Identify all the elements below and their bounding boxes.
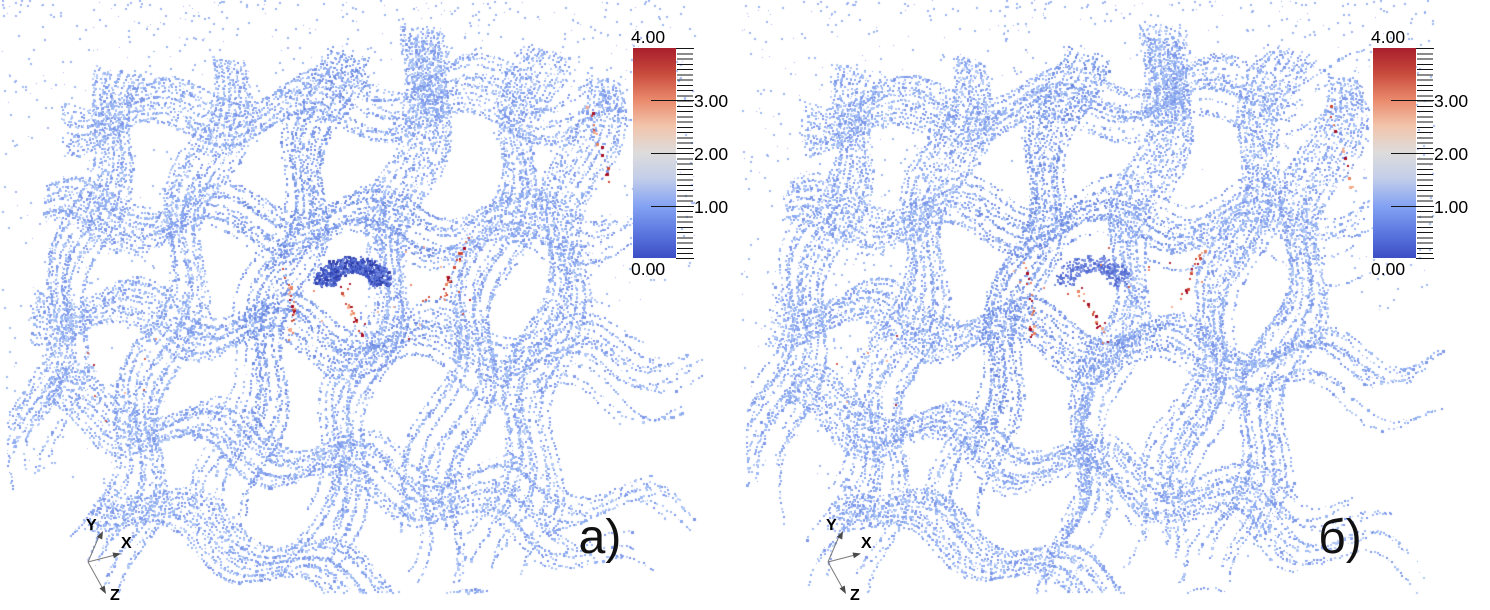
orientation-axes-b: Y X Z [826,517,872,604]
y-axis-arrow-icon [96,531,103,540]
y-axis-arrow-icon [836,531,843,540]
colorbar-tick-line [1391,206,1434,207]
colorbar-tick-label: 2.00 [694,144,729,164]
z-axis-arrow-icon [99,585,106,594]
colorbar-tick-line [651,100,694,101]
colorbar-tick-line [1391,100,1434,101]
orientation-axes-a: Y X Z [86,517,132,604]
colorbar-tick-line [1391,153,1434,154]
colorbar-b: 4.00 3.00 2.00 1.00 0.00 [1370,26,1490,288]
colorbar-tick-line [651,206,694,207]
colorbar-tick-line [676,258,694,259]
colorbar-max-label: 4.00 [631,27,666,47]
colorbar-tick-line [1416,258,1434,259]
point-cloud-b [740,0,1490,610]
x-axis-line [87,554,118,563]
x-axis-line [827,554,858,563]
z-axis-label: Z [850,587,860,604]
colorbar-min-label: 0.00 [1371,259,1406,279]
subfigure-label-a: а) [578,511,622,564]
colorbar-min-label: 0.00 [631,259,666,279]
colorbar-tick-label: 1.00 [1434,197,1469,217]
subfigure-label-b: б) [1318,511,1362,564]
z-axis-label: Z [110,587,120,604]
colorbar-tick-line [1416,48,1434,49]
subfigure-b: Y X Z 4.00 3.00 2.00 1.00 0.00 б) [740,0,1490,610]
y-axis-label: Y [826,517,837,534]
y-axis-label: Y [86,517,97,534]
colorbar-tick-line [676,48,694,49]
z-axis-line [87,561,104,590]
x-axis-label: X [121,535,132,552]
colorbar-max-label: 4.00 [1371,27,1406,47]
point-cloud-a [0,0,750,610]
colorbar-tick-line [651,153,694,154]
y-axis-line [87,533,101,563]
colorbar-tick-label: 1.00 [694,197,729,217]
colorbar-a: 4.00 3.00 2.00 1.00 0.00 [630,26,750,288]
x-axis-arrow-icon [852,552,861,559]
x-axis-arrow-icon [112,552,121,559]
x-axis-label: X [861,535,872,552]
colorbar-tick-label: 3.00 [1434,91,1469,111]
y-axis-line [827,533,841,563]
colorbar-tick-label: 2.00 [1434,144,1469,164]
z-axis-line [827,561,844,590]
z-axis-arrow-icon [839,585,846,594]
subfigure-a: Y X Z 4.00 3.00 2.00 1.00 0.00 а) [0,0,750,610]
colorbar-tick-label: 3.00 [694,91,729,111]
